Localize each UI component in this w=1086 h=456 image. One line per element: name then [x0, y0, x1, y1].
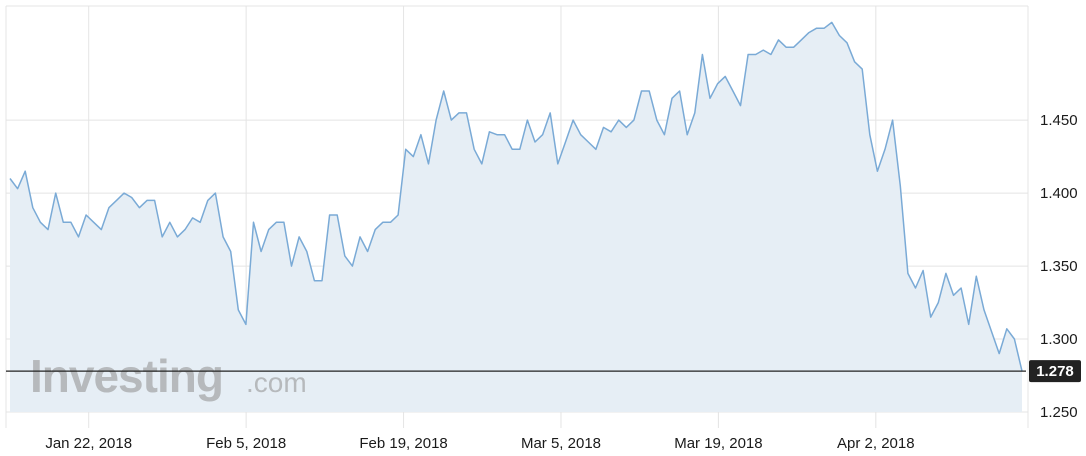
- price-area: [10, 22, 1022, 413]
- x-tick-label: Mar 19, 2018: [674, 435, 762, 452]
- current-price-value: 1.278: [1036, 363, 1074, 380]
- price-line: [9, 21, 1023, 372]
- y-axis: 1.450 1.400 1.350 1.300 1.250: [1040, 112, 1078, 421]
- x-tick-label: Feb 5, 2018: [206, 435, 286, 452]
- current-price-badge-bg: [1029, 360, 1081, 383]
- x-axis: Jan 22, 2018 Feb 5, 2018 Feb 19, 2018 Mar 5…: [45, 435, 914, 452]
- investing-watermark: Investing .com: [30, 350, 307, 402]
- y-tick-label: 1.300: [1040, 331, 1078, 348]
- y-tick-label: 1.250: [1040, 404, 1078, 421]
- watermark-text: Investing: [30, 350, 223, 402]
- x-tick-label: Jan 22, 2018: [45, 435, 132, 452]
- x-tick-label: Apr 2, 2018: [837, 435, 915, 452]
- x-tick-label: Feb 19, 2018: [359, 435, 447, 452]
- y-tick-label: 1.400: [1040, 185, 1078, 202]
- y-tick-label: 1.450: [1040, 112, 1078, 129]
- x-tick-label: Mar 5, 2018: [521, 435, 601, 452]
- watermark-suffix: .com: [246, 367, 307, 398]
- y-tick-label: 1.350: [1040, 258, 1078, 275]
- current-price-badge: 1.278: [1029, 360, 1081, 383]
